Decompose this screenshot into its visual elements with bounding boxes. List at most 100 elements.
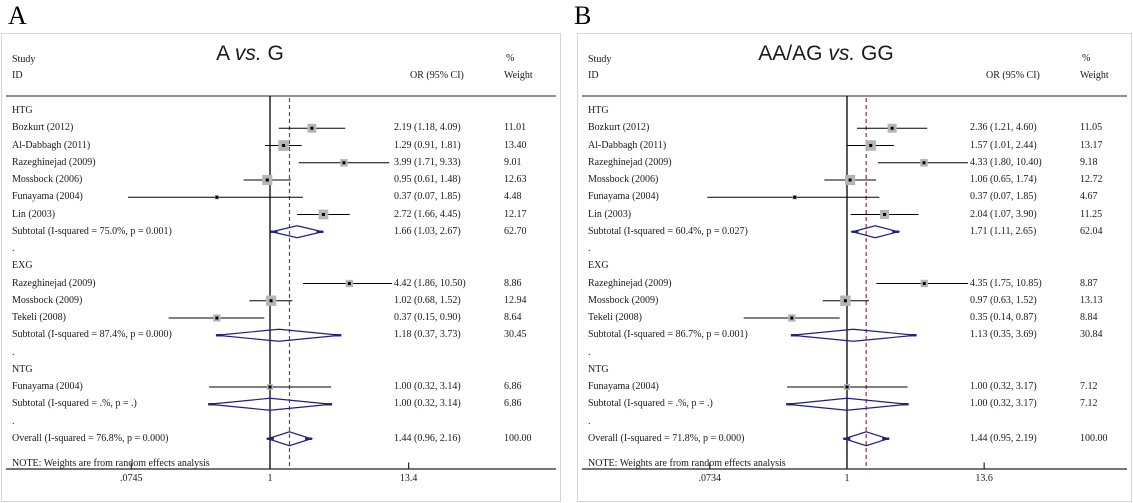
or-value: 0.95 (0.61, 1.48) bbox=[394, 174, 461, 185]
or-value: 3.99 (1.71, 9.33) bbox=[394, 156, 461, 168]
panel-b-letter: B bbox=[574, 1, 592, 30]
or-value: 4.35 (1.75, 10.85) bbox=[970, 277, 1042, 289]
pooled-label: Subtotal (I-squared = 75.0%, p = 0.001) bbox=[12, 225, 172, 237]
marker-center-dot bbox=[922, 161, 926, 165]
weight-value: 30.45 bbox=[504, 329, 527, 341]
weight-value: 100.00 bbox=[1080, 432, 1108, 444]
or-value: 4.42 (1.86, 10.50) bbox=[394, 277, 466, 289]
study-label: Funayama (2004) bbox=[12, 381, 83, 392]
or-value: 0.97 (0.63, 1.52) bbox=[970, 294, 1037, 306]
weight-value: 4.67 bbox=[1080, 191, 1098, 203]
or-value: 1.13 (0.35, 3.69) bbox=[970, 329, 1037, 341]
forest-plot-canvas bbox=[582, 95, 1127, 470]
title-left: A bbox=[216, 42, 229, 65]
marker-center-dot bbox=[215, 195, 219, 199]
study-label: Mossbock (2009) bbox=[12, 294, 83, 306]
forest-plot-canvas bbox=[6, 95, 556, 470]
weight-value: 62.04 bbox=[1080, 225, 1103, 237]
or-value: 1.00 (0.32, 3.14) bbox=[394, 398, 461, 410]
weight-value: 12.17 bbox=[504, 208, 527, 220]
plot-note: NOTE: Weights are from random effects an… bbox=[588, 458, 786, 469]
study-label: Razeghinejad (2009) bbox=[12, 277, 96, 289]
subtotal-diamond bbox=[271, 225, 323, 239]
or-value: 1.00 (0.32, 3.17) bbox=[970, 398, 1037, 410]
group-label: HTG bbox=[588, 105, 609, 116]
pooled-label: Overall (I-squared = 71.8%, p = 0.000) bbox=[588, 432, 745, 444]
or-value: 1.02 (0.68, 1.52) bbox=[394, 294, 461, 306]
or-value: 0.37 (0.07, 1.85) bbox=[970, 191, 1037, 203]
or-value: 0.37 (0.07, 1.85) bbox=[394, 191, 461, 203]
axis-tick-label: .0745 bbox=[120, 473, 143, 484]
forest-plot-panel-b: AA/AG vs. GG Study ID OR (95% CI) % Weig… bbox=[577, 33, 1132, 502]
study-label: Razeghinejad (2009) bbox=[588, 277, 672, 289]
weight-value: 6.86 bbox=[504, 398, 522, 410]
panel-a-letter: A bbox=[8, 1, 27, 30]
group-label: HTG bbox=[12, 105, 33, 116]
marker-center-dot bbox=[790, 316, 794, 320]
pooled-label: Subtotal (I-squared = .%, p = .) bbox=[12, 398, 137, 410]
weight-value: 12.94 bbox=[504, 294, 527, 306]
or-value: 2.36 (1.21, 4.60) bbox=[970, 122, 1037, 134]
spacer-dot: . bbox=[12, 243, 15, 254]
or-value: 1.71 (1.11, 2.65) bbox=[970, 225, 1037, 237]
title-right: G bbox=[267, 42, 284, 65]
axis-tick-label: 1 bbox=[267, 473, 273, 484]
marker-center-dot bbox=[282, 144, 286, 147]
col-header-pct: % bbox=[506, 53, 515, 64]
marker-center-dot bbox=[793, 195, 797, 199]
group-label: NTG bbox=[588, 363, 609, 375]
study-label: Mossbock (2006) bbox=[12, 174, 83, 185]
or-value: 2.72 (1.66, 4.45) bbox=[394, 208, 461, 220]
or-value: 0.37 (0.15, 0.90) bbox=[394, 312, 461, 323]
weight-value: 7.12 bbox=[1080, 381, 1098, 392]
spacer-dot: . bbox=[588, 346, 591, 358]
pooled-label: Subtotal (I-squared = 86.7%, p = 0.001) bbox=[588, 329, 748, 341]
marker-center-dot bbox=[845, 385, 849, 389]
plot-note: NOTE: Weights are from random effects an… bbox=[12, 458, 210, 469]
weight-value: 4.48 bbox=[504, 191, 522, 203]
weight-value: 9.18 bbox=[1080, 156, 1098, 168]
or-value: 4.33 (1.80, 10.40) bbox=[970, 156, 1042, 168]
or-value: 1.00 (0.32, 3.17) bbox=[970, 381, 1037, 392]
or-value: 1.00 (0.32, 3.14) bbox=[394, 381, 461, 392]
weight-value: 11.25 bbox=[1080, 208, 1103, 220]
marker-center-dot bbox=[843, 299, 847, 303]
weight-value: 8.87 bbox=[1080, 277, 1098, 289]
marker-center-dot bbox=[215, 316, 219, 320]
plot-title: AA/AG vs. GG bbox=[626, 42, 1026, 66]
title-right: GG bbox=[861, 42, 894, 65]
weight-value: 8.64 bbox=[504, 312, 522, 323]
col-header-id: ID bbox=[588, 70, 599, 81]
study-label: Al-Dabbagh (2011) bbox=[588, 139, 667, 151]
subtotal-diamond bbox=[791, 328, 916, 342]
weight-value: 12.72 bbox=[1080, 174, 1103, 185]
col-header-study: Study bbox=[588, 54, 612, 65]
or-value: 1.57 (1.01, 2.44) bbox=[970, 139, 1037, 151]
weight-value: 8.84 bbox=[1080, 312, 1098, 323]
weight-value: 30.84 bbox=[1080, 329, 1103, 341]
group-label: NTG bbox=[12, 363, 33, 375]
group-label: EXG bbox=[588, 260, 609, 272]
weight-value: 6.86 bbox=[504, 381, 522, 392]
axis-tick-label: 13.4 bbox=[399, 473, 418, 484]
col-header-weight: Weight bbox=[1080, 70, 1109, 81]
or-value: 1.18 (0.37, 3.73) bbox=[394, 329, 461, 341]
subtotal-diamond bbox=[216, 328, 341, 342]
marker-center-dot bbox=[869, 144, 873, 147]
group-label: EXG bbox=[12, 260, 33, 272]
marker-center-dot bbox=[848, 178, 852, 182]
weight-value: 12.63 bbox=[504, 174, 527, 185]
study-label: Funayama (2004) bbox=[588, 191, 659, 203]
marker-center-dot bbox=[268, 385, 272, 389]
title-left: AA/AG bbox=[758, 42, 823, 65]
marker-center-dot bbox=[310, 126, 314, 130]
study-label: Lin (2003) bbox=[588, 208, 632, 220]
study-label: Lin (2003) bbox=[12, 208, 56, 220]
col-header-id: ID bbox=[12, 70, 23, 81]
weight-value: 100.00 bbox=[504, 432, 532, 444]
weight-value: 8.86 bbox=[504, 277, 522, 289]
col-header-pct: % bbox=[1082, 53, 1091, 64]
title-vs: vs. bbox=[234, 42, 262, 65]
spacer-dot: . bbox=[12, 346, 15, 358]
